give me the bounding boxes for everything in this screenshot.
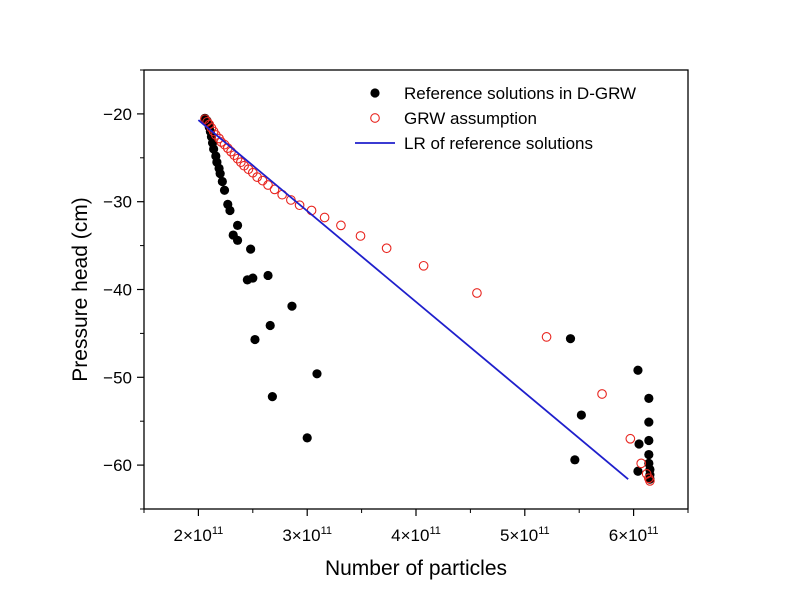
reference-point	[644, 449, 654, 460]
grw-point	[294, 200, 305, 211]
reference-point	[633, 365, 643, 375]
y-tick-label: −50	[103, 368, 132, 387]
x-axis-title: Number of particles	[325, 557, 507, 580]
grw-point	[381, 243, 392, 254]
legend-item-0: Reference solutions in D-GRW	[370, 84, 636, 103]
grw-point	[263, 180, 273, 190]
grw-point	[319, 212, 330, 223]
reference-point	[633, 466, 643, 476]
reference-point	[287, 301, 297, 311]
reference-point	[565, 334, 576, 344]
x-tick-label: 6×1011	[609, 525, 659, 545]
reference-point	[267, 392, 277, 402]
reference-point	[232, 220, 243, 231]
reference-point	[217, 176, 227, 187]
legend-label: LR of reference solutions	[404, 134, 593, 153]
legend-label: GRW assumption	[404, 109, 537, 128]
reference-point	[246, 244, 256, 254]
legend-item-1: GRW assumption	[370, 109, 537, 128]
reference-point	[634, 439, 644, 449]
legend-marker	[370, 88, 380, 98]
y-axis-title: Pressure head (cm)	[69, 197, 92, 381]
reference-point	[576, 410, 586, 420]
grw-point	[418, 260, 429, 271]
x-tick-label: 2×1011	[174, 525, 224, 545]
legend-marker	[370, 113, 380, 123]
y-tick-label: −20	[103, 105, 132, 124]
reference-point	[248, 273, 258, 283]
grw-point	[252, 172, 263, 182]
legend: Reference solutions in D-GRW GRW assumpti…	[355, 84, 636, 153]
reference-point	[570, 455, 580, 465]
y-tick-label: −40	[103, 281, 132, 300]
reference-point	[219, 185, 230, 195]
grw-point	[636, 458, 647, 469]
series-2	[197, 119, 629, 480]
grw-point	[269, 184, 280, 195]
grw-point	[625, 433, 636, 444]
x-tick-label: 5×1011	[500, 525, 550, 545]
axes: 2×1011 3×1011 4×1011 5×1011 6×1011 −20 −30 −40 −…	[69, 69, 689, 580]
grw-point	[597, 389, 607, 399]
legend-label: Reference solutions in D-GRW	[404, 84, 636, 103]
grw-point	[336, 220, 346, 231]
reference-point	[265, 320, 275, 331]
reference-point	[644, 435, 654, 446]
reference-point	[215, 169, 225, 179]
reference-point	[209, 144, 219, 154]
legend-item-2: LR of reference solutions	[355, 134, 593, 153]
reference-point	[644, 417, 654, 427]
grw-point	[355, 231, 366, 241]
grw-point	[472, 288, 482, 298]
y-tick-label: −30	[103, 193, 132, 212]
reference-point	[644, 393, 654, 403]
series-0	[200, 113, 655, 484]
x-tick-label: 3×1011	[282, 525, 332, 545]
grw-point	[232, 153, 243, 164]
reference-point	[250, 334, 260, 345]
reference-point	[312, 369, 322, 379]
regression-line	[197, 119, 629, 480]
reference-point	[225, 205, 235, 216]
series-1	[200, 114, 655, 486]
reference-point	[302, 433, 312, 443]
reference-point	[232, 235, 243, 245]
reference-point	[263, 270, 273, 281]
data-marks	[197, 113, 655, 486]
y-tick-label: −60	[103, 456, 132, 475]
grw-point	[235, 157, 246, 168]
grw-point	[210, 130, 221, 140]
grw-point	[645, 476, 655, 486]
grw-point	[541, 332, 552, 342]
x-tick-label: 4×1011	[391, 525, 441, 545]
